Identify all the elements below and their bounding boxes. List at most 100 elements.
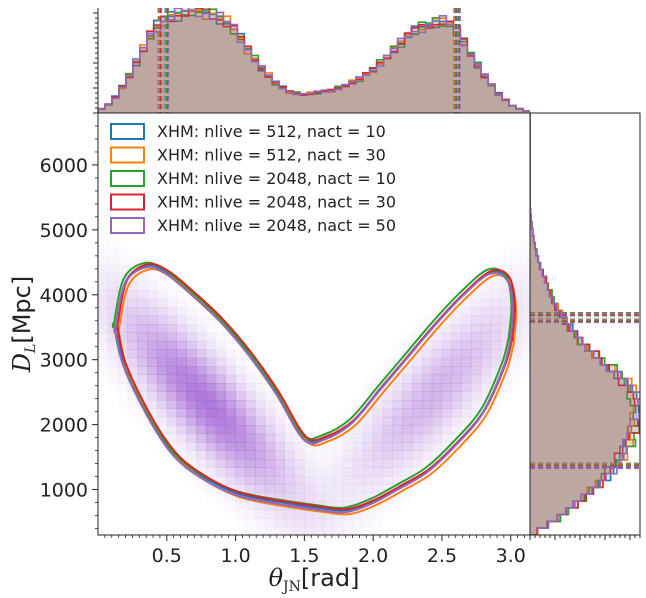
density-cell bbox=[431, 315, 443, 325]
density-cell bbox=[402, 391, 413, 401]
density-cell bbox=[333, 467, 344, 477]
density-cell bbox=[98, 307, 109, 316]
density-cell bbox=[284, 425, 295, 435]
density-cell bbox=[127, 248, 137, 257]
density-cell bbox=[176, 298, 187, 308]
density-cell bbox=[363, 391, 374, 401]
density-cell bbox=[284, 416, 295, 426]
top-panel-ticks bbox=[93, 12, 98, 114]
density-cell bbox=[422, 357, 433, 367]
density-cell bbox=[333, 433, 344, 443]
density-cell bbox=[471, 357, 482, 367]
density-cell bbox=[520, 298, 530, 308]
density-cell bbox=[431, 391, 443, 401]
density-cell bbox=[255, 416, 266, 426]
density-cell bbox=[461, 408, 472, 418]
density-cell bbox=[461, 391, 472, 401]
density-cell bbox=[166, 290, 177, 300]
density-cell bbox=[422, 374, 433, 384]
density-cell bbox=[372, 433, 384, 443]
density-cell bbox=[196, 340, 207, 350]
density-cell bbox=[156, 399, 168, 409]
density-cell bbox=[274, 526, 285, 535]
density-cell bbox=[235, 509, 246, 519]
density-cell bbox=[117, 273, 128, 283]
density-cell bbox=[441, 408, 452, 418]
density-cell bbox=[461, 307, 472, 316]
density-cell bbox=[186, 459, 197, 468]
density-cell bbox=[294, 509, 305, 519]
density-cell bbox=[304, 467, 315, 477]
density-cell bbox=[156, 324, 168, 333]
density-cell bbox=[264, 408, 276, 418]
density-cell bbox=[225, 399, 236, 409]
density-cell bbox=[451, 425, 462, 435]
density-cell bbox=[186, 315, 197, 325]
density-cell bbox=[402, 416, 413, 426]
density-cell bbox=[118, 400, 128, 409]
theta-hist-fill-5 bbox=[98, 8, 530, 113]
density-cell bbox=[107, 298, 119, 308]
density-cell bbox=[304, 484, 315, 494]
density-cell bbox=[127, 290, 138, 300]
density-cell bbox=[510, 240, 520, 249]
density-cell bbox=[422, 416, 433, 426]
density-cell bbox=[431, 450, 443, 460]
density-cell bbox=[471, 399, 482, 409]
density-cell bbox=[274, 484, 285, 494]
density-cell bbox=[471, 391, 482, 401]
density-cell bbox=[166, 416, 177, 426]
density-cell bbox=[333, 450, 344, 460]
density-cell bbox=[186, 476, 196, 485]
density-cell bbox=[147, 357, 158, 367]
density-cell bbox=[225, 340, 236, 350]
density-cell bbox=[196, 459, 207, 468]
density-cell bbox=[156, 315, 168, 325]
density-cell bbox=[520, 324, 530, 333]
density-cell bbox=[225, 366, 236, 376]
density-cell bbox=[500, 315, 511, 325]
density-cell bbox=[215, 340, 227, 350]
density-cell bbox=[392, 383, 403, 392]
density-cell bbox=[137, 374, 148, 384]
density-cell bbox=[480, 298, 492, 308]
y-axis-ticks: 1000 2000 3000 4000 5000 6000 bbox=[40, 125, 98, 529]
density-cell bbox=[137, 391, 148, 401]
right-panel-ticks bbox=[529, 535, 641, 540]
density-cell bbox=[510, 256, 521, 266]
density-cell bbox=[177, 290, 187, 299]
density-cell bbox=[176, 324, 187, 333]
density-cell bbox=[480, 349, 492, 359]
density-cell bbox=[186, 399, 197, 409]
density-cell bbox=[264, 433, 276, 443]
density-cell bbox=[225, 416, 236, 426]
density-cell bbox=[343, 501, 354, 511]
density-cell bbox=[422, 459, 433, 468]
theta-hist-fill-4 bbox=[98, 8, 530, 113]
density-cell bbox=[363, 425, 374, 435]
density-cell bbox=[196, 467, 207, 477]
density-cell bbox=[480, 315, 492, 325]
density-cell bbox=[451, 408, 462, 418]
density-cell bbox=[196, 442, 207, 451]
density-cell bbox=[255, 408, 266, 418]
density-cell bbox=[451, 391, 462, 401]
density-cell bbox=[147, 399, 158, 409]
density-cell bbox=[431, 442, 443, 451]
density-cell bbox=[196, 357, 207, 367]
density-cell bbox=[127, 281, 138, 291]
density-cell bbox=[127, 366, 138, 376]
density-cell bbox=[500, 383, 511, 392]
density-cell bbox=[206, 357, 217, 367]
density-cell bbox=[441, 349, 452, 359]
density-cell bbox=[490, 290, 501, 300]
density-cell bbox=[127, 357, 138, 367]
density-cell bbox=[127, 332, 138, 342]
density-cell bbox=[284, 518, 295, 527]
density-cell bbox=[117, 374, 128, 384]
density-cell bbox=[431, 374, 443, 384]
density-cell bbox=[382, 391, 393, 401]
density-cell bbox=[490, 340, 501, 350]
density-cell bbox=[372, 391, 384, 401]
density-cell bbox=[156, 416, 168, 426]
